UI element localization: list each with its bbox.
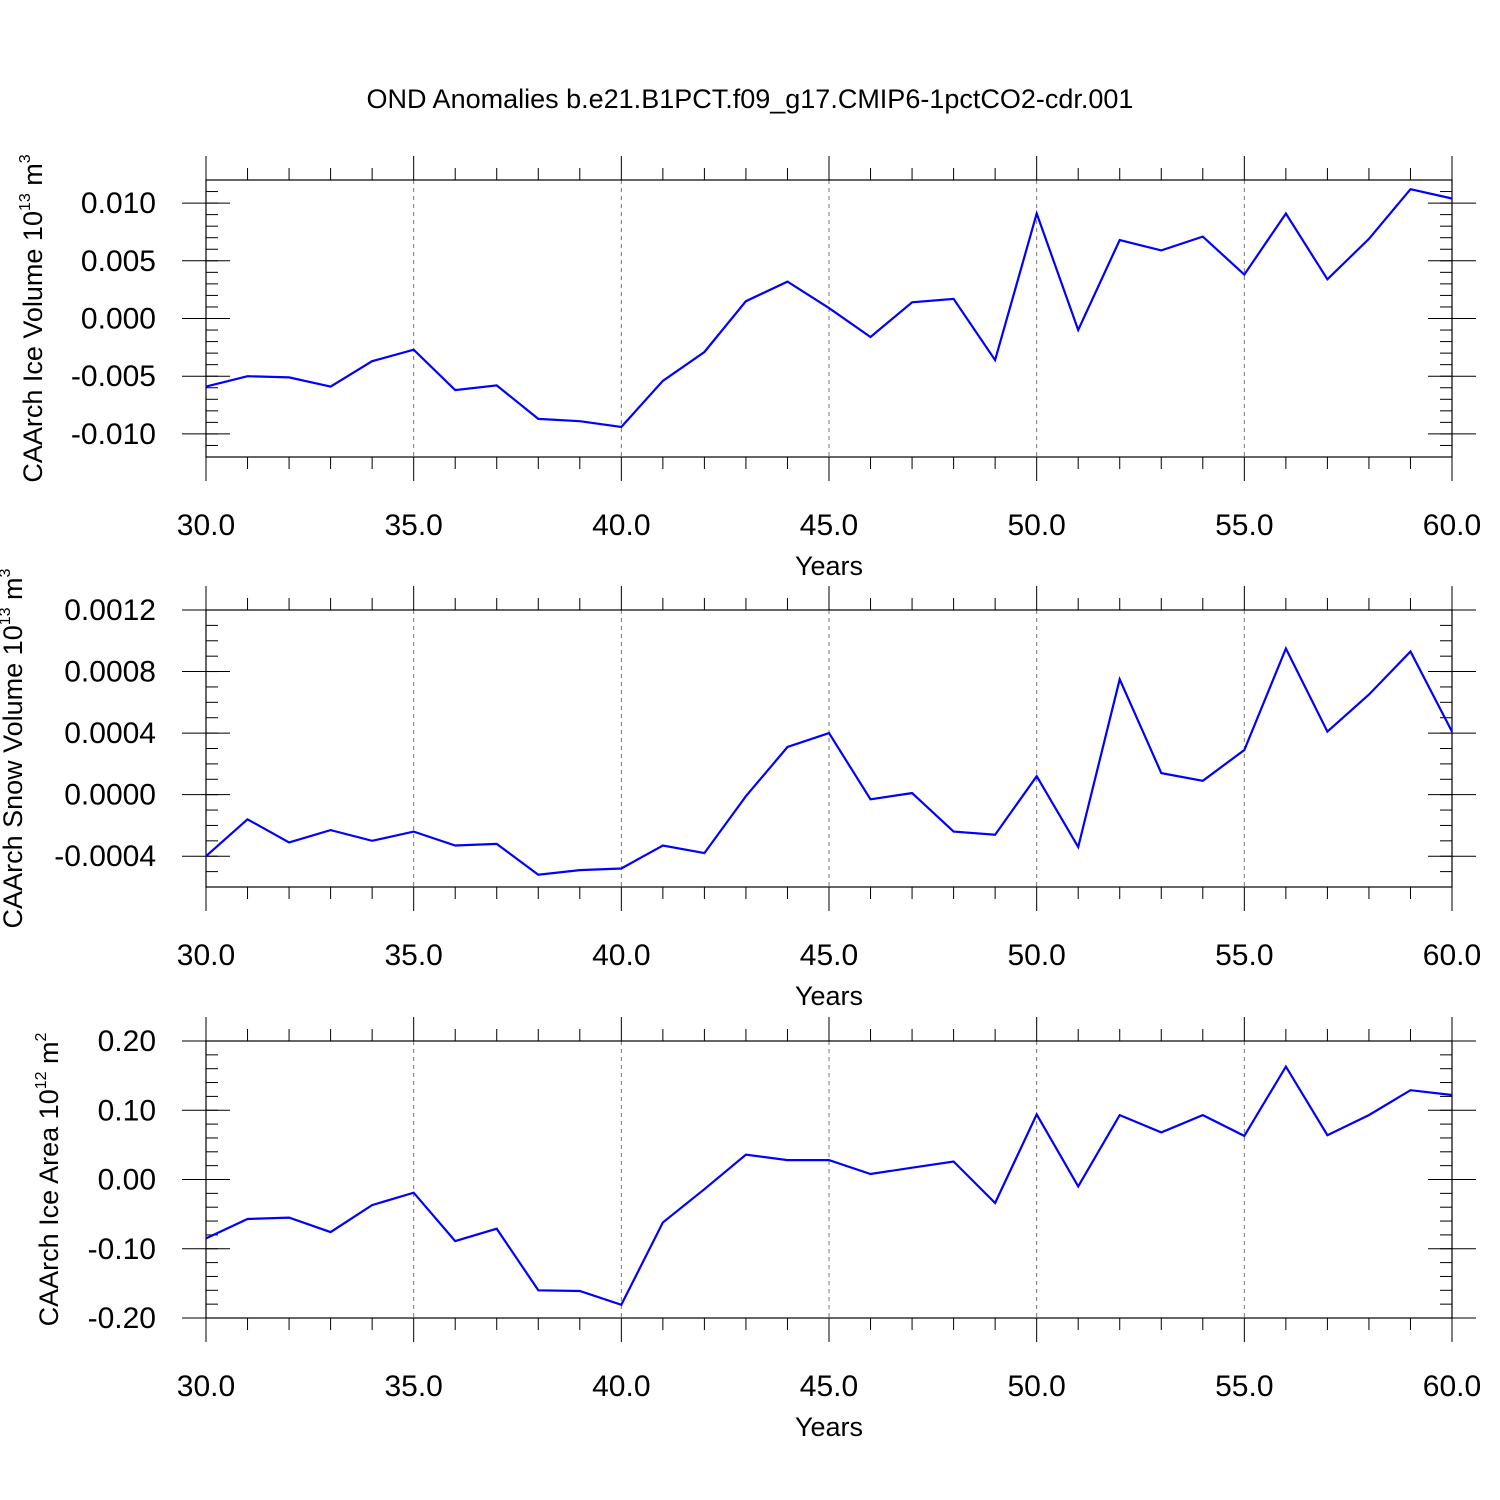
y-tick-label: -0.10 (88, 1233, 156, 1266)
y-axis-label: CAArch Snow Volume 1013 m3 (0, 568, 28, 928)
x-axis-label: Years (795, 551, 863, 581)
x-tick-label: 50.0 (1007, 939, 1065, 972)
y-tick-label: -0.010 (71, 418, 156, 451)
series-line (205, 1064, 1453, 1307)
series-line (205, 187, 1453, 429)
x-tick-label: 50.0 (1007, 509, 1065, 542)
y-axis-label: CAArch Ice Volume 1013 m3 (17, 154, 48, 482)
chart-title: OND Anomalies b.e21.B1PCT.f09_g17.CMIP6-… (367, 84, 1134, 114)
x-tick-label: 55.0 (1215, 1370, 1273, 1403)
y-tick-label: 0.0008 (64, 656, 156, 689)
x-tick-label: 60.0 (1423, 939, 1481, 972)
x-tick-label: 30.0 (177, 509, 235, 542)
x-tick-label: 50.0 (1007, 1370, 1065, 1403)
x-tick-label: 35.0 (384, 509, 442, 542)
y-tick-label: 0.10 (98, 1094, 156, 1127)
x-tick-label: 55.0 (1215, 509, 1273, 542)
x-tick-label: 40.0 (592, 509, 650, 542)
x-tick-label: 35.0 (384, 939, 442, 972)
x-tick-label: 45.0 (800, 939, 858, 972)
panel-3: 30.0 35.0 40.0 45.0 50.0 55.0 60.0 Years -0.20 -0… (33, 1017, 1481, 1442)
x-axis-label: Years (795, 1412, 863, 1442)
panels: 30.0 35.0 40.0 45.0 50.0 55.0 60.0 Years -0.010 -… (0, 154, 1481, 1442)
y-tick-label: 0.0012 (64, 594, 156, 627)
y-tick-label: 0.20 (98, 1025, 156, 1058)
y-tick-label: 0.005 (81, 245, 156, 278)
panel-1: 30.0 35.0 40.0 45.0 50.0 55.0 60.0 Years -0.010 -… (17, 154, 1481, 581)
y-tick-label: 0.0004 (64, 717, 156, 750)
x-tick-label: 60.0 (1423, 1370, 1481, 1403)
y-tick-label: -0.0004 (54, 840, 156, 873)
x-tick-label: 40.0 (592, 939, 650, 972)
x-tick-label: 55.0 (1215, 939, 1273, 972)
y-tick-label: 0.010 (81, 187, 156, 220)
x-tick-label: 30.0 (177, 939, 235, 972)
x-tick-label: 60.0 (1423, 509, 1481, 542)
series-line (205, 645, 1453, 876)
y-tick-label: 0.000 (81, 303, 156, 336)
y-tick-label: 0.00 (98, 1164, 156, 1197)
x-axis-label: Years (795, 981, 863, 1011)
x-tick-label: 45.0 (800, 509, 858, 542)
x-tick-label: 30.0 (177, 1370, 235, 1403)
x-tick-label: 35.0 (384, 1370, 442, 1403)
panel-2: 30.0 35.0 40.0 45.0 50.0 55.0 60.0 Years -0.0004… (0, 568, 1481, 1011)
y-tick-label: -0.20 (88, 1302, 156, 1335)
x-tick-label: 45.0 (800, 1370, 858, 1403)
y-tick-label: -0.005 (71, 360, 156, 393)
y-axis-label: CAArch Ice Area 1012 m2 (33, 1032, 64, 1326)
x-tick-label: 40.0 (592, 1370, 650, 1403)
y-tick-label: 0.0000 (64, 779, 156, 812)
